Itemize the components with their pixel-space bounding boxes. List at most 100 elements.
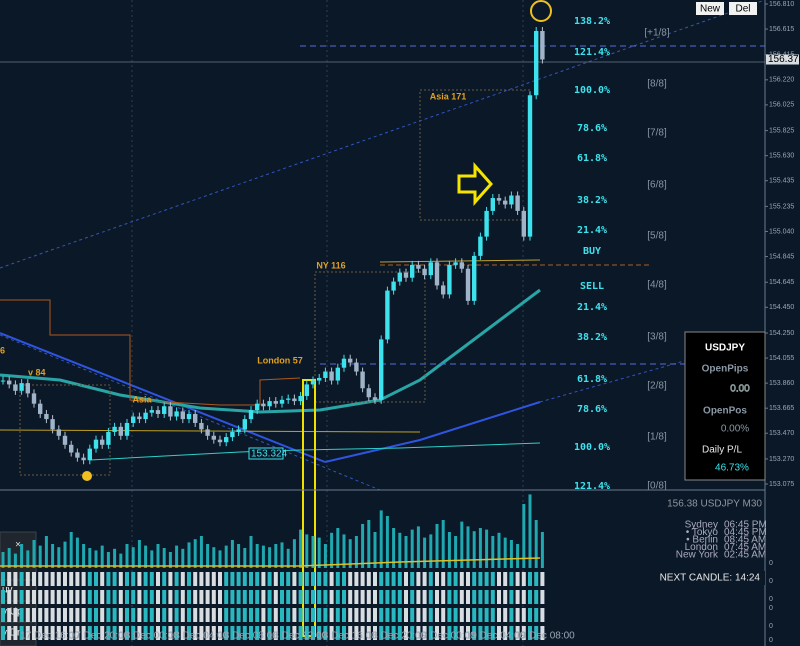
volume-bar <box>175 545 179 568</box>
current-price-label: 156.378 <box>768 54 800 65</box>
signal-strip <box>509 572 514 586</box>
signal-strip <box>180 572 185 586</box>
signal-strip <box>218 608 222 622</box>
signal-strip <box>329 590 334 604</box>
candle <box>118 426 123 436</box>
signal-strip <box>230 572 235 586</box>
signal-strip <box>125 608 129 622</box>
candle <box>93 439 99 449</box>
low-label-box <box>248 447 284 460</box>
signal-strip <box>267 572 272 586</box>
signal-strip <box>50 626 55 640</box>
volume-bar <box>224 545 228 568</box>
signal-strip <box>521 572 526 586</box>
signal-strip <box>304 590 309 604</box>
new-button[interactable] <box>696 2 724 15</box>
signal-strip <box>323 572 328 586</box>
open-pips-label: OpenPips <box>702 364 749 375</box>
close-icon[interactable]: × <box>15 540 21 551</box>
signal-strip <box>180 626 185 640</box>
signal-strip <box>317 626 322 640</box>
signal-strip <box>267 608 272 622</box>
signal-strip <box>397 608 402 622</box>
volume-bar <box>249 536 253 568</box>
del-button[interactable] <box>729 2 757 15</box>
session-label: 6 <box>0 345 5 355</box>
signal-strip <box>162 608 167 622</box>
volume-bar <box>354 536 358 568</box>
candle <box>44 413 49 420</box>
candle <box>267 401 272 407</box>
signal-strip <box>180 590 185 604</box>
signal-strip <box>100 626 105 640</box>
candle <box>298 395 303 402</box>
signal-strip <box>205 608 210 622</box>
signal-strip <box>404 572 408 586</box>
signal-strip <box>317 590 322 604</box>
signal-strip <box>81 608 86 622</box>
signal-strip <box>478 590 483 604</box>
signal-strip <box>391 626 396 640</box>
signal-strip <box>298 626 303 640</box>
menu-item[interactable]: y Dn <box>2 628 23 639</box>
time-axis-label: 19 Dec 08:00 <box>515 631 575 642</box>
candle <box>465 268 471 301</box>
signal-strip <box>410 572 415 586</box>
del-button-label[interactable]: Del <box>735 4 750 15</box>
volume-bar <box>485 529 489 568</box>
candle <box>323 371 328 378</box>
volume-bar <box>44 536 48 568</box>
price-tick-label: 155.435 <box>769 178 794 185</box>
volume-bar <box>497 532 501 568</box>
murrey-level-label: [2/8] <box>647 381 667 392</box>
signal-strip <box>69 590 74 604</box>
time-axis-label: 18 Dec 12:00 <box>268 631 328 642</box>
candle <box>131 416 136 423</box>
signal-strip <box>472 590 477 604</box>
clock-city: • Tokyo <box>686 527 719 538</box>
signal-strip <box>218 626 222 640</box>
signal-strip <box>497 590 501 604</box>
signal-strip <box>503 626 508 640</box>
session-label: Asia <box>132 394 152 404</box>
signal-strip <box>106 590 111 604</box>
signal-strip <box>397 626 402 640</box>
signal-strip <box>75 626 80 640</box>
new-button-label[interactable]: New <box>700 4 721 15</box>
signal-strip <box>63 608 67 622</box>
signal-strip <box>32 608 36 622</box>
signal-strip <box>273 572 278 586</box>
signal-strip <box>292 572 297 586</box>
volume-bar <box>509 540 513 568</box>
signal-strip <box>7 626 12 640</box>
signal-strip <box>242 572 247 586</box>
signal-strip <box>311 608 315 622</box>
signal-strip <box>118 626 123 640</box>
signal-strip <box>410 626 415 640</box>
volume-bar <box>243 548 247 568</box>
volume-bar <box>410 529 414 568</box>
signal-strip <box>404 590 408 604</box>
signal-strip <box>528 626 532 640</box>
signal-strip <box>342 590 346 604</box>
candle <box>261 403 266 407</box>
price-tick-label: 154.845 <box>769 253 794 260</box>
candle <box>329 371 334 381</box>
candle <box>69 444 74 453</box>
signal-strip <box>428 626 433 640</box>
signal-strip <box>94 608 98 622</box>
signal-strip <box>94 590 98 604</box>
signal-strip <box>205 590 210 604</box>
candle <box>205 429 210 436</box>
signal-strip <box>193 626 198 640</box>
signal-strip <box>137 572 142 586</box>
murrey-level-label: [7/8] <box>647 128 667 139</box>
signal-strip <box>180 608 185 622</box>
signal-strip <box>366 572 371 586</box>
time-axis-label: 19 Dec 04:00 <box>466 631 526 642</box>
signal-strip <box>360 608 365 622</box>
account-panel <box>684 331 766 481</box>
menu-item[interactable]: y Up <box>2 607 23 618</box>
volume-bar <box>261 545 265 568</box>
volume-bar <box>361 524 365 568</box>
